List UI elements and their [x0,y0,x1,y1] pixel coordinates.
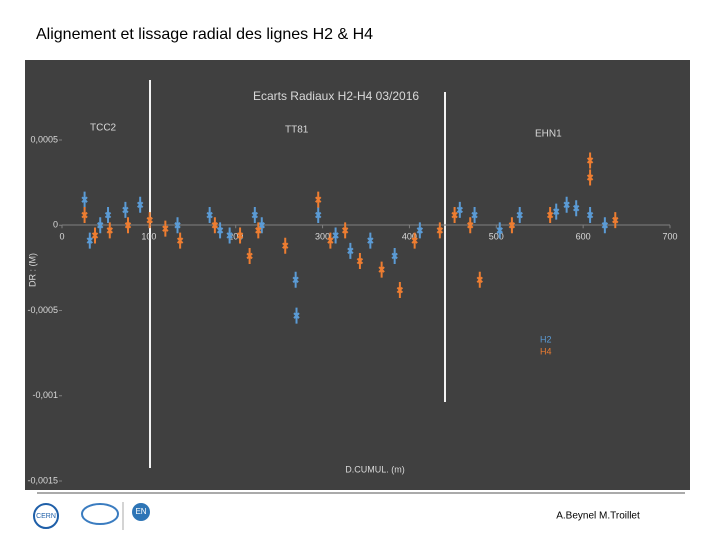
data-point [391,247,398,264]
x-axis-label: D.CUMUL. (m) [345,464,405,474]
data-point [456,201,464,218]
data-point [292,271,299,288]
annotation: EHN1 [535,129,562,140]
data-point [211,217,219,234]
data-point [572,200,580,217]
data-point [436,222,444,239]
data-point [496,222,503,239]
data-point [176,232,184,249]
annotation: TT81 [285,125,309,136]
data-point [586,152,594,169]
data-point [508,217,516,234]
data-point [122,201,129,218]
data-point [546,207,554,224]
data-point [586,169,594,186]
chart-title: Ecarts Radiaux H2-H4 03/2016 [253,89,419,103]
data-point [97,217,104,234]
data-point [81,207,88,224]
data-point [378,261,385,278]
y-tick-label: -0,0005 [27,305,58,315]
data-point [612,212,619,229]
data-point [226,227,233,244]
data-point [367,232,374,249]
data-point [563,196,570,213]
data-point [476,271,483,288]
data-point [106,222,113,239]
legend-entry: H4 [540,346,552,356]
data-point [315,191,322,208]
data-point [601,217,609,234]
en-logo [132,503,150,521]
data-point [282,237,289,254]
data-point [162,220,169,237]
data-point [104,207,112,224]
x-tick-label: 300 [315,232,330,242]
data-point [255,222,262,239]
data-point [174,217,181,234]
legend-entry: H2 [540,334,552,344]
data-point [341,222,349,239]
data-point [236,227,244,244]
x-tick-label: 0 [59,232,64,242]
data-point [396,282,404,299]
authors: A.Beynel M.Troillet [556,511,640,522]
data-point [467,217,474,234]
y-tick-label: -0,001 [32,390,58,400]
y-tick-label: -0,0015 [27,475,58,485]
data-point [332,227,339,244]
x-tick-label: 700 [662,232,677,242]
x-tick-label: 500 [489,232,504,242]
data-point [206,207,213,224]
data-point [124,217,132,234]
annotation: TCC2 [90,123,117,134]
cern-logo-text: CERN [36,513,56,520]
en-logo-text: EN [135,507,146,516]
data-point [347,242,354,259]
data-point [416,222,424,239]
data-point [136,196,144,213]
data-point [315,207,322,224]
data-point [553,203,560,220]
data-point [216,222,224,239]
x-tick-label: 100 [141,232,156,242]
data-point [471,207,478,224]
data-point [411,232,418,249]
data-point [246,247,253,264]
chart-background [25,60,690,490]
data-point [86,232,94,249]
cern-logo [33,503,59,529]
data-point [516,207,523,224]
data-point [451,207,458,224]
anniversary-logo [81,503,119,525]
data-point [293,307,300,324]
x-tick-label: 400 [402,232,417,242]
data-point [81,191,88,208]
data-point [258,217,265,234]
data-point [251,207,259,224]
slide-title: Alignement et lissage radial des lignes … [36,26,373,43]
y-tick-label: 0,0005 [30,134,58,144]
x-tick-label: 200 [228,232,243,242]
y-axis-label: DR : (M) [27,253,37,287]
data-point [586,207,594,224]
data-point [356,253,364,270]
data-point [91,227,99,244]
data-point [146,212,153,229]
y-tick-label: 0 [53,220,58,230]
data-point [327,232,334,249]
x-tick-label: 600 [576,232,591,242]
